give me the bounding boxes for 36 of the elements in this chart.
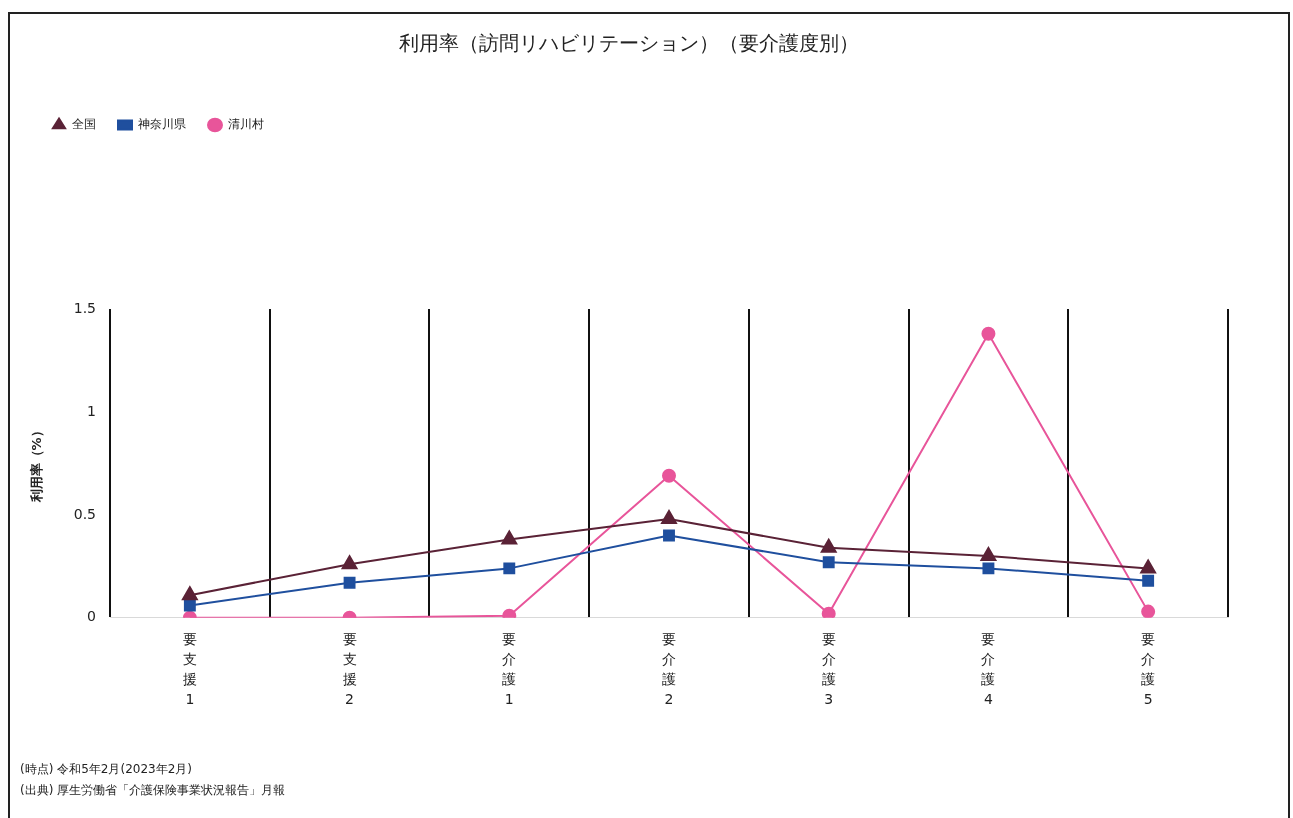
- point: [980, 547, 997, 562]
- y-tick-label: 0.5: [73, 505, 96, 522]
- point: [663, 529, 675, 542]
- point: [183, 599, 196, 612]
- legend-label: 神奈川県: [138, 117, 186, 132]
- x-tick-label: 要介護5: [1141, 630, 1156, 708]
- y-tick-label: 1: [87, 402, 96, 419]
- legend-label: 清川村: [228, 117, 264, 132]
- point: [501, 530, 518, 545]
- point: [1140, 559, 1157, 574]
- point: [821, 606, 836, 618]
- point: [503, 562, 516, 575]
- point: [981, 326, 996, 341]
- point: [662, 468, 676, 483]
- point: [181, 586, 198, 601]
- legend-label: 全国: [72, 117, 96, 132]
- x-tick-label: 要介護3: [821, 630, 836, 708]
- point: [982, 562, 995, 575]
- y-tick-label: 1.5: [73, 299, 96, 316]
- point: [341, 555, 358, 570]
- chart-title: 利用率（訪問リハビリテーション）（要介護度別）: [399, 31, 859, 56]
- point: [661, 509, 677, 524]
- point: [822, 556, 835, 569]
- x-tick-label: 要介護2: [662, 630, 676, 708]
- point: [1141, 604, 1156, 618]
- text: (出典) 厚生労働省「介護保険事業状況報告」月報: [20, 783, 286, 798]
- text: (時点) 令和5年2月(2023年2月): [20, 762, 192, 777]
- point: [820, 538, 837, 553]
- point: [343, 576, 356, 589]
- x-tick-label: 要介護4: [981, 630, 996, 708]
- y-axis-title: 利用率（%）: [29, 424, 45, 504]
- y-tick-label: 0: [87, 608, 96, 625]
- point: [1142, 574, 1155, 587]
- x-tick-label: 要介護1: [502, 630, 517, 708]
- x-tick-label: 要支援1: [182, 630, 197, 708]
- x-tick-label: 要支援2: [342, 630, 357, 708]
